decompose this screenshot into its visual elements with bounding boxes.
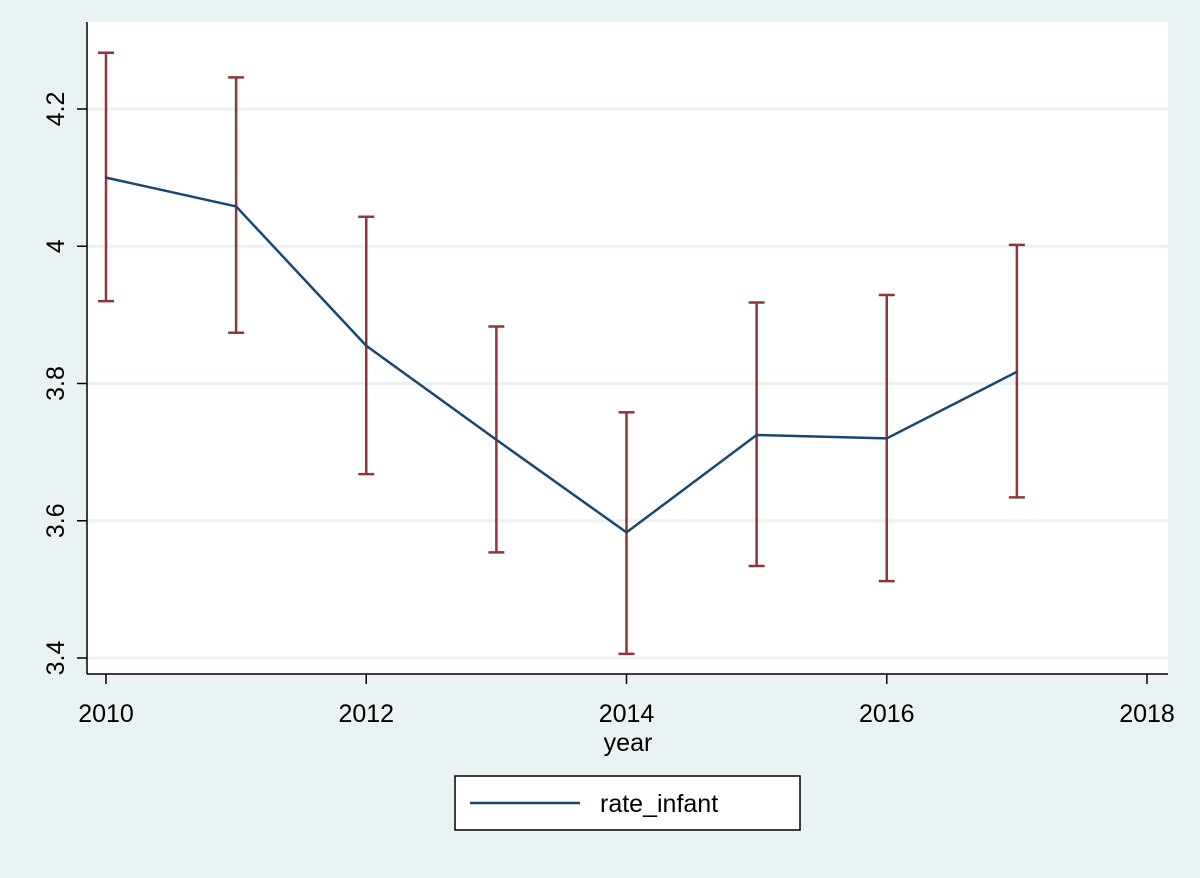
y-tick-label: 3.6: [42, 503, 70, 538]
error-bar-2011: [228, 76, 245, 334]
y-tick-label: 4: [42, 239, 70, 253]
data-point: [365, 344, 368, 347]
y-ticks: 3.4 3.6 3.8 4 4.2: [42, 92, 87, 676]
series-line-rate-infant: [105, 176, 1018, 534]
legend-label-rate-infant: rate_infant: [600, 790, 718, 818]
data-point: [625, 531, 628, 534]
data-point: [495, 438, 498, 441]
data-point: [1015, 370, 1019, 374]
x-tick-label: 2014: [599, 700, 655, 728]
x-axis-label: year: [604, 729, 653, 757]
y-tick-label: 3.8: [42, 366, 70, 401]
data-point: [234, 205, 238, 208]
x-tick-label: 2018: [1119, 700, 1175, 728]
data-point: [885, 437, 888, 440]
data-point: [755, 433, 758, 437]
x-tick-label: 2012: [338, 700, 394, 728]
y-tick-label: 4.2: [42, 92, 70, 127]
y-tick-label: 3.4: [42, 641, 70, 676]
series-line-layer: [104, 176, 1019, 534]
x-tick-label: 2010: [78, 700, 134, 728]
data-point: [104, 176, 108, 179]
legend: rate_infant: [454, 775, 801, 831]
x-tick-label: 2016: [859, 700, 915, 728]
x-ticks: 2010 2012 2014 2016 2018: [78, 674, 1175, 728]
